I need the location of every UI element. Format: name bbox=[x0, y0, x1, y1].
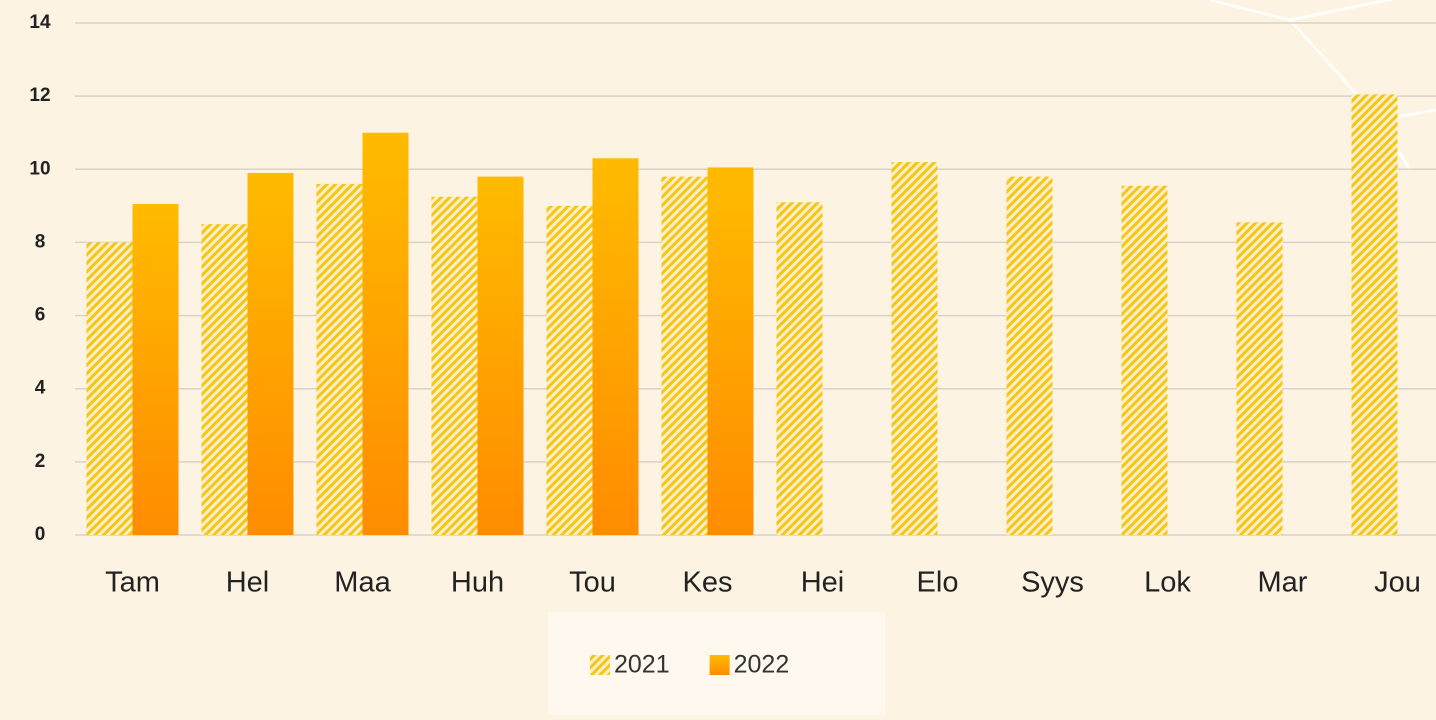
y-tick-label: 12 bbox=[29, 85, 50, 106]
y-tick-label: 0 bbox=[35, 524, 46, 545]
bar bbox=[201, 224, 248, 535]
x-tick-label: Maa bbox=[334, 567, 391, 599]
bar bbox=[546, 205, 593, 535]
y-tick-label: 6 bbox=[35, 305, 46, 326]
bar bbox=[661, 176, 708, 535]
y-tick-label: 10 bbox=[29, 158, 50, 179]
bar bbox=[1351, 94, 1398, 536]
x-tick-label: Lok bbox=[1144, 567, 1191, 599]
x-tick-label: Syys bbox=[1021, 567, 1084, 599]
y-tick-label: 8 bbox=[35, 231, 46, 252]
bar bbox=[592, 158, 639, 536]
x-tick-label: Mar bbox=[1258, 567, 1308, 599]
bar bbox=[362, 132, 409, 535]
x-tick-label: Hel bbox=[226, 567, 270, 599]
x-tick-label: Hei bbox=[801, 567, 845, 599]
bar bbox=[247, 172, 294, 535]
x-tick-label: Huh bbox=[451, 567, 504, 599]
legend-swatch bbox=[590, 655, 610, 675]
legend-label: 2022 bbox=[734, 651, 790, 679]
bar bbox=[316, 183, 363, 535]
x-tick-label: Elo bbox=[917, 567, 959, 599]
y-tick-label: 4 bbox=[35, 378, 46, 399]
x-tick-label: Tam bbox=[105, 567, 160, 599]
x-tick-label: Tou bbox=[569, 567, 616, 599]
y-tick-label: 14 bbox=[29, 12, 51, 33]
legend-swatch bbox=[709, 655, 730, 675]
bar bbox=[891, 161, 938, 535]
bar bbox=[86, 242, 133, 535]
legend-label: 2021 bbox=[614, 651, 670, 679]
y-tick-label: 2 bbox=[35, 451, 46, 472]
bar bbox=[1006, 176, 1053, 535]
bar bbox=[707, 167, 754, 535]
bar bbox=[477, 176, 524, 535]
bar bbox=[776, 202, 823, 535]
bar bbox=[1121, 185, 1168, 535]
bar bbox=[1236, 222, 1283, 536]
x-tick-label: Jou bbox=[1374, 567, 1421, 599]
bar bbox=[132, 204, 179, 535]
x-tick-label: Kes bbox=[683, 567, 733, 599]
bar bbox=[431, 196, 478, 535]
